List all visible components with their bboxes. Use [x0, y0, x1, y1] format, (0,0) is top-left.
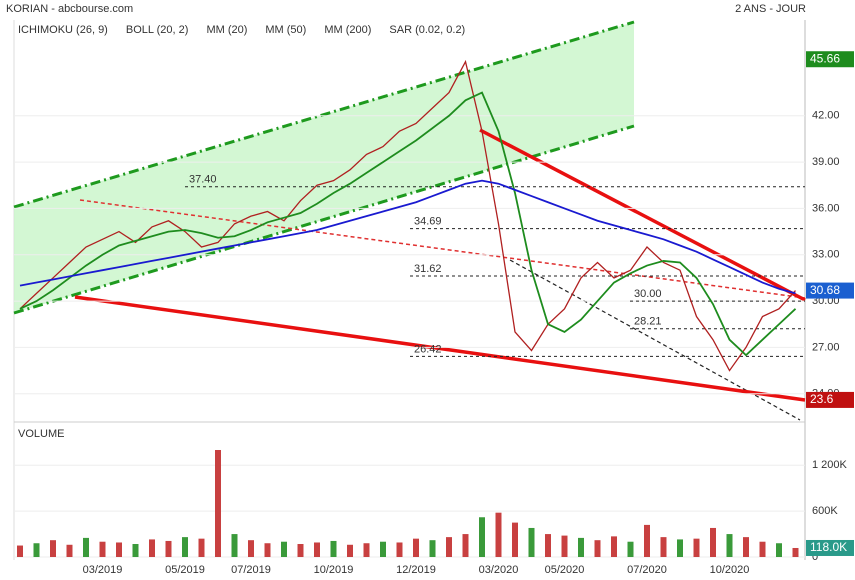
volume-bar	[330, 540, 337, 557]
price-tag-box	[806, 51, 854, 68]
volume-bar	[281, 541, 287, 557]
volume-bar	[380, 541, 386, 557]
volume-bar	[297, 544, 304, 557]
volume-bar	[561, 535, 568, 557]
volume-bar	[347, 544, 353, 557]
y-tick-label: 1 200K	[812, 459, 848, 471]
volume-bar	[149, 539, 155, 557]
channel-upper	[13, 20, 635, 209]
support-line	[74, 295, 806, 402]
x-tick-label: 07/2019	[231, 564, 271, 576]
volume-title: VOLUME	[18, 428, 64, 440]
level-label: 30.00	[634, 288, 662, 300]
x-tick-label: 03/2019	[83, 564, 123, 576]
volume-bar	[479, 517, 485, 557]
volume-bar	[116, 542, 122, 557]
volume-bar	[611, 536, 617, 557]
series-line	[19, 179, 796, 295]
resistance-line	[479, 128, 806, 302]
y-tick-label: 36.00	[812, 202, 840, 214]
legend-entry: ICHIMOKU (26, 9)	[18, 24, 108, 36]
volume-bar	[627, 541, 634, 557]
legend-entry: MM (20)	[206, 24, 247, 36]
volume-bar	[215, 450, 221, 557]
price-tag-box	[806, 282, 854, 299]
volume-bar	[50, 540, 56, 557]
legend-entry: SAR (0.02, 0.2)	[389, 24, 465, 36]
volume-bar	[693, 538, 700, 557]
volume-bar	[792, 547, 799, 557]
volume-bar	[495, 512, 502, 557]
legend-entry: MM (50)	[265, 24, 306, 36]
legend-entry: BOLL (20, 2)	[126, 24, 189, 36]
volume-bar	[429, 540, 436, 557]
volume-bar	[264, 543, 271, 557]
channel-lower	[13, 124, 635, 315]
volume-bar	[545, 534, 551, 557]
y-tick-label: 27.00	[812, 341, 840, 353]
volume-bar	[33, 543, 40, 557]
volume-bar	[644, 524, 650, 557]
price-tag: 23.6	[810, 392, 834, 406]
volume-bar	[677, 539, 683, 557]
price-tag-box	[806, 391, 854, 408]
volume-bar	[446, 537, 452, 557]
x-tick-label: 03/2020	[479, 564, 519, 576]
level-label: 31.62	[414, 263, 442, 275]
x-tick-label: 07/2020	[627, 564, 667, 576]
volume-bar	[314, 542, 320, 557]
volume-bar	[726, 534, 733, 557]
series-line	[19, 59, 796, 372]
x-tick-label: 05/2020	[545, 564, 585, 576]
volume-bar	[132, 544, 139, 557]
volume-bar	[413, 538, 419, 557]
volume-bar	[743, 537, 749, 557]
volume-bar	[512, 522, 518, 557]
level-label: 34.69	[414, 216, 442, 228]
y-tick-label: 600K	[812, 505, 838, 517]
volume-bar	[578, 537, 584, 557]
level-label: 28.21	[634, 316, 662, 328]
volume-bar	[231, 534, 238, 557]
volume-bar	[594, 540, 601, 557]
header-period: 2 ANS - JOUR	[735, 3, 806, 15]
y-tick-label: 33.00	[812, 249, 840, 261]
volume-bar	[710, 527, 716, 557]
volume-bar	[99, 541, 106, 557]
x-tick-label: 12/2019	[396, 564, 436, 576]
volume-bar	[759, 541, 766, 557]
x-tick-label: 05/2019	[165, 564, 205, 576]
volume-bar	[248, 540, 254, 557]
price-tag: 45.66	[810, 51, 840, 65]
legend-entry: MM (200)	[324, 24, 371, 36]
x-tick-label: 10/2020	[710, 564, 750, 576]
volume-bar	[462, 534, 469, 557]
header-title: KORIAN - abcbourse.com	[6, 3, 133, 15]
volume-bar	[17, 545, 23, 557]
price-tag: 30.68	[810, 283, 840, 297]
volume-bar	[66, 544, 73, 557]
series-line	[19, 91, 797, 357]
y-tick-label: 0	[812, 551, 818, 563]
y-tick-label: 39.00	[812, 156, 840, 168]
volume-bar	[165, 540, 172, 557]
volume-bar	[396, 542, 403, 557]
level-label: 26.42	[414, 343, 442, 355]
volume-tag-box	[806, 539, 854, 556]
volume-bar	[363, 543, 370, 557]
y-tick-label: 42.00	[812, 110, 840, 122]
volume-bar	[660, 537, 667, 557]
volume-bar	[528, 527, 535, 557]
x-tick-label: 10/2019	[314, 564, 354, 576]
volume-tag: 118.0K	[810, 540, 847, 554]
volume-bar	[776, 543, 782, 557]
volume-bar	[83, 537, 89, 557]
volume-bar	[198, 538, 205, 557]
volume-bar	[182, 537, 188, 557]
level-label: 37.40	[189, 174, 217, 186]
